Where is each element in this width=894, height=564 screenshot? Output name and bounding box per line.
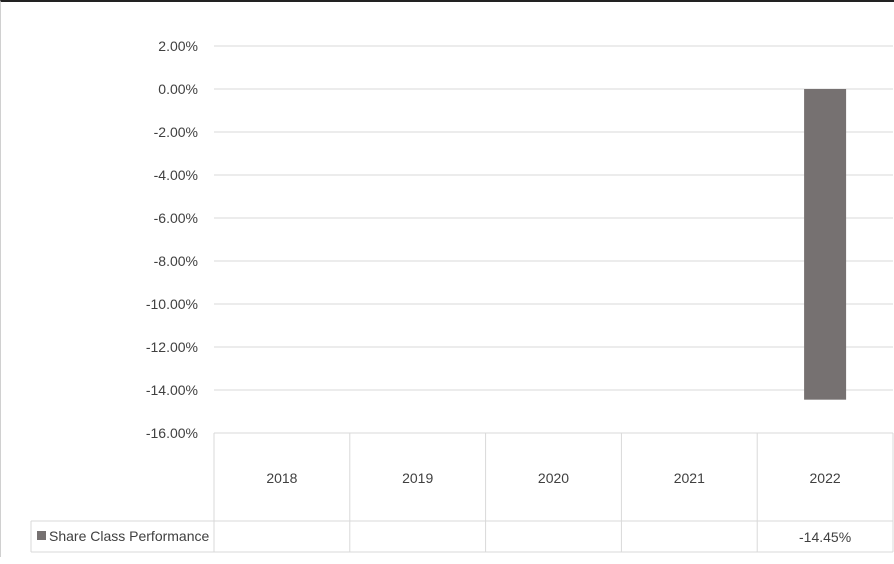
- y-tick-label: -4.00%: [154, 167, 198, 183]
- y-tick-label: 0.00%: [158, 81, 198, 97]
- legend-swatch: [37, 531, 46, 540]
- y-tick-label: -10.00%: [146, 296, 198, 312]
- x-tick-label: 2022: [810, 470, 841, 486]
- y-tick-label: -16.00%: [146, 425, 198, 441]
- y-tick-label: 2.00%: [158, 38, 198, 54]
- y-tick-label: -6.00%: [154, 210, 198, 226]
- bar: [804, 89, 847, 400]
- data-label: -14.45%: [799, 529, 851, 545]
- x-tick-label: 2019: [402, 470, 433, 486]
- data-table: 2018 2019 2020 2021 2022 Share Class Performa…: [30, 432, 894, 553]
- y-tick-label: -2.00%: [154, 124, 198, 140]
- bars: [804, 89, 847, 400]
- gridlines: [214, 45, 893, 391]
- y-tick-label: -12.00%: [146, 339, 198, 355]
- x-tick-label: 2020: [538, 470, 569, 486]
- legend-label: Share Class Performance: [49, 528, 210, 544]
- y-axis-tick-labels: 2.00% 0.00% -2.00% -4.00% -6.00% -8.00% -10.00…: [146, 38, 198, 441]
- x-tick-label: 2021: [674, 470, 705, 486]
- y-tick-label: -14.00%: [146, 382, 198, 398]
- y-tick-label: -8.00%: [154, 253, 198, 269]
- x-tick-label: 2018: [266, 470, 297, 486]
